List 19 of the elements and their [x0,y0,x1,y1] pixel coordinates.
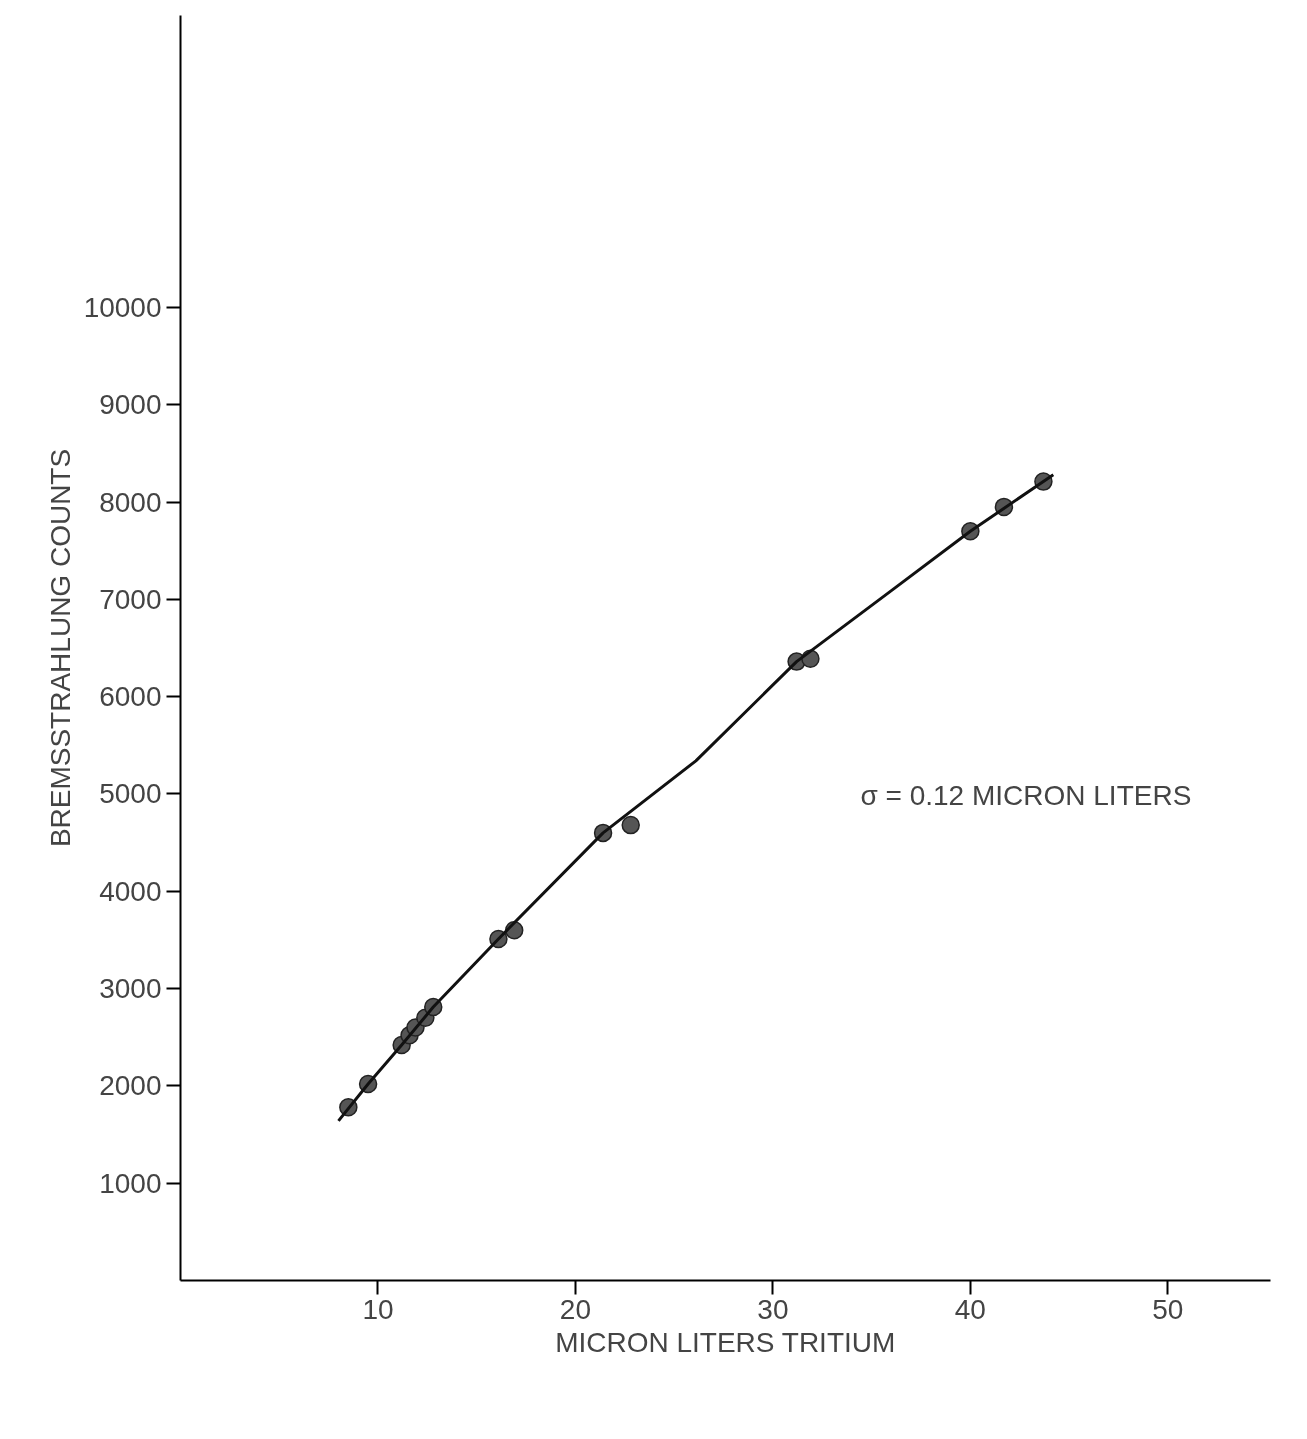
y-axis-title: BREMSSTRAHLUNG COUNTS [44,448,76,848]
y-tick-label: 5000 [99,778,162,810]
x-tick-label: 30 [757,1293,789,1325]
y-tick-label: 1000 [99,1167,162,1199]
y-tick-label: 9000 [99,389,162,421]
y-tick-label: 4000 [99,875,162,907]
y-tick-label: 6000 [99,681,162,713]
y-tick-label: 7000 [99,583,162,615]
y-tick-label: 10000 [83,291,162,323]
x-tick-label: 10 [362,1293,394,1325]
annotation: σ = 0.12 MICRON LITERS [860,779,1192,811]
x-tick-label: 20 [559,1293,592,1325]
y-tick-label: 3000 [99,973,162,1005]
y-tick-label: 8000 [99,486,162,518]
y-tick-label: 2000 [99,1070,162,1102]
x-tick-label: 40 [954,1293,986,1325]
point [621,815,640,835]
x-tick-label: 50 [1152,1293,1184,1325]
x-axis-title: MICRON LITERS TRITIUM [555,1326,896,1358]
